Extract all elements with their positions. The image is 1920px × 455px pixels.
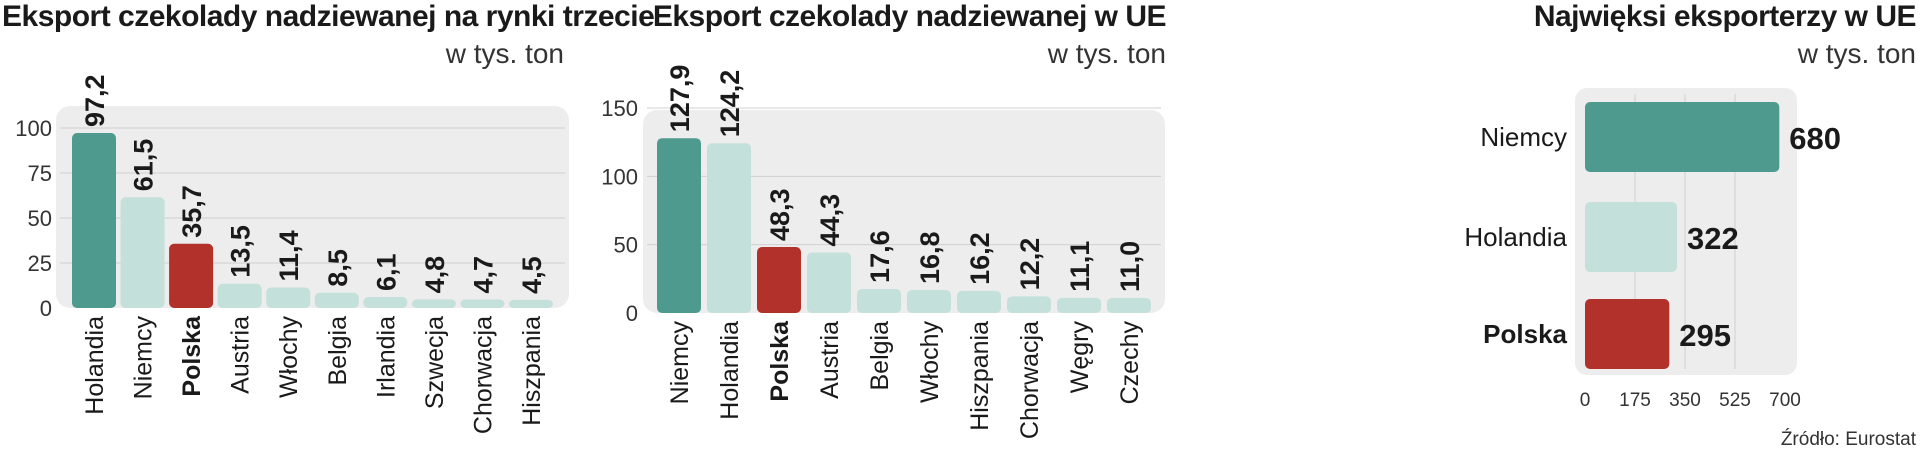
chart-title: Eksport czekolady nadziewanej na rynki t…	[2, 0, 655, 33]
bar	[857, 288, 901, 313]
bar	[807, 252, 851, 313]
bar	[363, 297, 408, 308]
value-label: 295	[1679, 318, 1731, 353]
chart-unit: w tys. ton	[1047, 38, 1166, 69]
value-label: 8,5	[323, 249, 353, 287]
category-label: Austria	[227, 316, 255, 394]
value-label: 11,4	[274, 230, 304, 281]
value-label: 11,0	[1115, 241, 1145, 292]
value-label: 16,8	[915, 231, 945, 284]
bar	[1057, 297, 1101, 313]
category-label: Chorwacja	[469, 316, 497, 434]
y-tick-label: 100	[15, 116, 52, 141]
category-label: Szwecja	[421, 316, 449, 409]
value-label: 4,8	[420, 256, 450, 294]
y-tick-label: 50	[614, 233, 638, 258]
x-tick-label: 175	[1619, 390, 1651, 411]
bar-chart-eu: 0 50 100 150 127,9 Niemcy 124,2 Holandia 48,3 Pol…	[601, 65, 1165, 439]
value-label: 4,7	[468, 256, 498, 294]
value-label: 44,3	[815, 194, 845, 247]
value-label: 17,6	[865, 230, 895, 283]
bar	[509, 299, 553, 308]
chart-unit: w tys. ton	[1797, 38, 1916, 69]
bar	[757, 246, 801, 313]
bar	[1007, 296, 1051, 313]
category-label: Niemcy	[130, 316, 158, 400]
bar	[314, 292, 359, 308]
y-tick-label: 100	[601, 164, 638, 189]
value-label: 680	[1789, 121, 1841, 156]
category-label: Węgry	[1066, 321, 1094, 394]
value-label: 97,2	[80, 74, 110, 127]
x-tick-label: 700	[1769, 390, 1801, 411]
chart-title: Eksport czekolady nadziewanej w UE	[652, 0, 1167, 33]
value-label: 16,2	[965, 232, 995, 285]
category-label: Holandia	[81, 316, 109, 415]
value-label: 13,5	[226, 225, 256, 278]
category-label: Włochy	[275, 316, 303, 398]
category-label: Chorwacja	[1016, 321, 1044, 439]
chart-panel-top-exporters: Najwięksi eksporterzy w UE w tys. ton 0 1…	[1195, 0, 1920, 455]
category-label: Polska	[1483, 319, 1567, 349]
y-tick-label: 50	[28, 206, 52, 231]
chart-panel-third-markets: Eksport czekolady nadziewanej na rynki t…	[0, 0, 655, 455]
y-tick-label: 75	[28, 161, 52, 186]
category-label: Polska	[766, 320, 794, 402]
value-label: 48,3	[765, 188, 795, 241]
y-tick-label: 150	[601, 96, 638, 121]
source-note: Źródło: Eurostat	[1780, 429, 1916, 450]
category-label: Austria	[816, 321, 844, 399]
value-label: 322	[1687, 221, 1739, 256]
value-label: 12,2	[1015, 238, 1045, 291]
bar	[169, 243, 214, 308]
value-label: 4,5	[517, 256, 547, 294]
bar	[907, 290, 951, 313]
category-label: Polska	[178, 315, 206, 397]
bar-chart-third-markets: 0 25 50 75 100 97,2 Holandia 61,5 Niemcy 35,7 Pols…	[15, 74, 569, 434]
category-label: Belgia	[324, 316, 352, 386]
bar	[217, 283, 262, 308]
hbar-chart-top-exporters: 0 175 350 525 700 Niemcy 680 Holandia 322 Polska 2…	[1464, 88, 1841, 411]
category-label: Hiszpania	[518, 316, 546, 426]
category-label: Irlandia	[372, 316, 400, 398]
category-label: Czechy	[1116, 321, 1144, 405]
value-label: 11,1	[1065, 241, 1095, 292]
bar	[120, 197, 165, 308]
category-label: Holandia	[716, 321, 744, 420]
bar	[1585, 202, 1677, 272]
category-label: Niemcy	[666, 321, 694, 405]
y-tick-label: 0	[40, 296, 52, 321]
chart-unit: w tys. ton	[445, 38, 564, 69]
x-tick-label: 350	[1669, 390, 1701, 411]
category-label: Hiszpania	[966, 321, 994, 431]
value-label: 124,2	[715, 70, 745, 138]
x-tick-label: 525	[1719, 390, 1751, 411]
value-label: 127,9	[665, 65, 695, 133]
x-tick-label: 0	[1580, 390, 1591, 411]
y-tick-label: 0	[626, 301, 638, 326]
category-label: Holandia	[1464, 222, 1567, 252]
chart-panel-eu: Eksport czekolady nadziewanej w UE w tys…	[595, 0, 1180, 455]
value-label: 61,5	[129, 139, 159, 192]
bar	[657, 138, 701, 313]
category-label: Belgia	[866, 321, 894, 391]
bar	[1585, 299, 1670, 369]
category-label: Niemcy	[1480, 122, 1567, 152]
bar	[266, 287, 311, 308]
bar	[411, 299, 456, 308]
value-label: 6,1	[371, 253, 401, 291]
category-label: Włochy	[916, 321, 944, 403]
bar	[1107, 297, 1151, 313]
bar	[1585, 102, 1780, 172]
bar	[707, 143, 751, 313]
value-label: 35,7	[177, 185, 207, 238]
chart-title: Najwięksi eksporterzy w UE	[1533, 0, 1917, 33]
bar	[72, 133, 116, 308]
bar	[957, 290, 1001, 313]
y-tick-label: 25	[28, 251, 52, 276]
bar	[460, 299, 505, 308]
